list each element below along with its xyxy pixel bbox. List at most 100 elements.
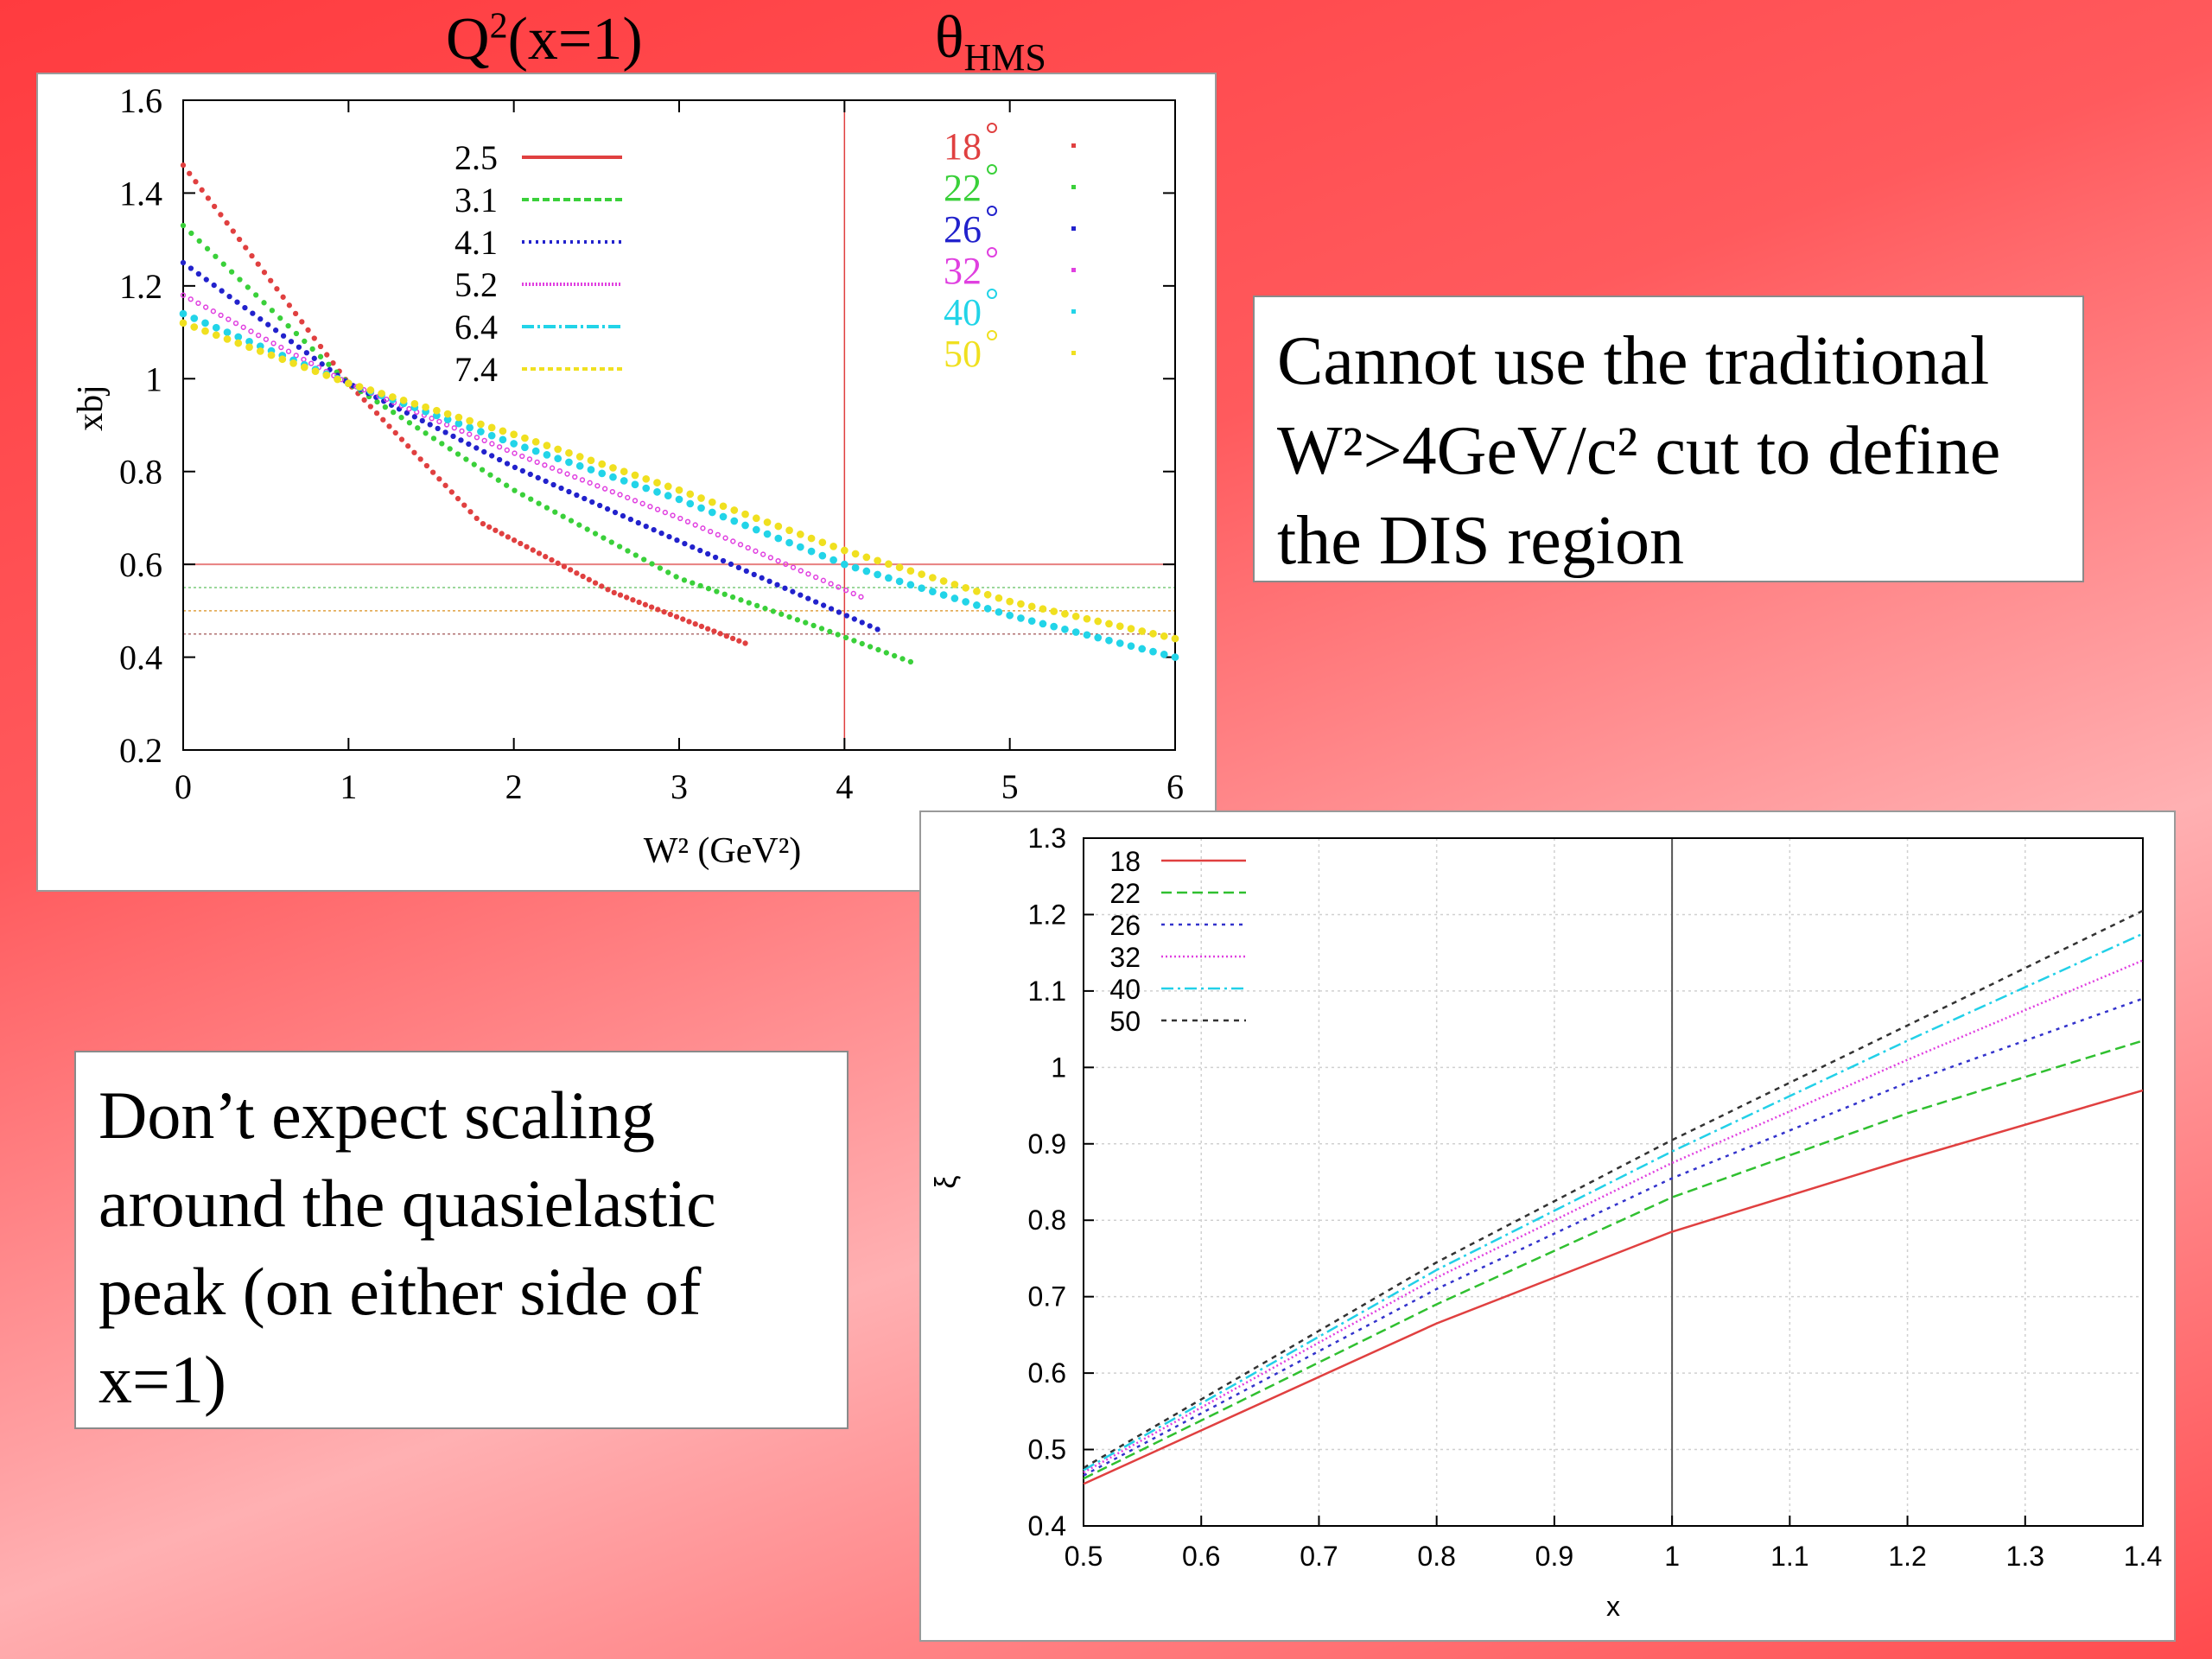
x-tick-label: 0.7 [1300,1541,1338,1572]
y-tick-label: 1.3 [1028,823,1066,854]
legend-q2-label: 7.4 [454,350,498,389]
data-point [649,561,655,567]
data-point [549,556,555,563]
data-point [300,363,308,372]
data-point [859,640,865,647]
data-point [635,519,641,526]
data-point [705,626,711,632]
data-point [521,434,529,442]
data-point [763,530,772,538]
data-point [719,502,728,511]
data-point [378,390,385,397]
data-point [427,422,433,428]
data-point [411,449,417,455]
data-point [565,448,573,457]
data-point [374,398,380,405]
data-point [399,397,408,404]
data-point [796,543,804,551]
legend-q2-label: 5.2 [454,265,498,304]
data-point [512,487,518,493]
data-point [1149,630,1157,638]
data-point [245,343,253,352]
data-point [496,444,503,450]
data-point [906,581,915,589]
legend-theta-degree [987,123,997,133]
data-point [489,441,495,447]
data-point [423,462,430,469]
data-point [1171,653,1179,661]
y-axis-label: ξ [930,1175,963,1188]
data-point [867,623,873,629]
data-point [611,589,617,596]
data-point [818,626,825,632]
legend-theta-marker [1071,185,1076,189]
data-point [1094,617,1103,626]
data-point [692,522,698,528]
data-point [392,429,398,436]
x-tick-label: 1.2 [1888,1541,1926,1572]
x-tick-label: 0.9 [1535,1541,1573,1572]
y-tick-label: 1.4 [119,174,162,213]
data-point [405,443,411,449]
data-point [423,430,429,436]
data-point [636,599,642,606]
data-point [697,494,705,502]
data-point [730,506,739,514]
data-point [711,628,717,634]
data-point [752,514,760,523]
data-point [836,584,842,590]
data-point [190,323,199,331]
data-point [1116,639,1124,647]
data-point [226,293,232,300]
data-point [1006,597,1014,606]
plot-frame [1083,837,2144,1527]
data-point [700,525,706,531]
data-point [202,304,209,310]
data-point [535,474,541,481]
data-point [504,461,511,467]
data-point [1006,611,1014,620]
data-point [305,327,311,334]
data-point [442,482,448,488]
data-point [598,469,607,478]
x-tick-label: 2 [505,767,523,806]
data-point [1138,627,1147,635]
data-point [723,632,729,639]
data-point [398,436,405,442]
data-point [330,359,336,366]
data-point [597,502,603,509]
data-point [604,505,611,512]
data-point [467,509,474,515]
data-point [471,461,477,467]
data-point [302,338,308,345]
data-point [906,567,915,575]
data-point [286,302,293,308]
data-point [632,552,639,558]
legend-theta-label: 18 [944,125,982,168]
data-point [605,587,611,593]
data-point [1050,607,1058,615]
data-point [367,404,373,410]
data-point [840,546,849,555]
data-point [616,543,623,550]
data-point [575,461,584,470]
legend-theta-degree [987,206,997,216]
data-point [820,602,827,608]
data-point [265,321,271,327]
data-point [661,609,667,615]
data-point [697,504,705,512]
data-point [830,543,837,550]
data-point [210,308,217,315]
theta-hms-label: θHMS [935,3,1046,79]
note-scaling-line-2: around the quasielastic [99,1166,716,1241]
theta-subscript: HMS [963,36,1046,79]
data-point [820,577,827,583]
data-point [818,538,827,547]
data-point [534,459,540,465]
series-line-22 [1083,1039,2144,1480]
data-point [1127,642,1135,651]
data-point [511,537,518,543]
data-point [790,588,796,594]
data-point [653,479,661,486]
data-point [1160,632,1168,640]
